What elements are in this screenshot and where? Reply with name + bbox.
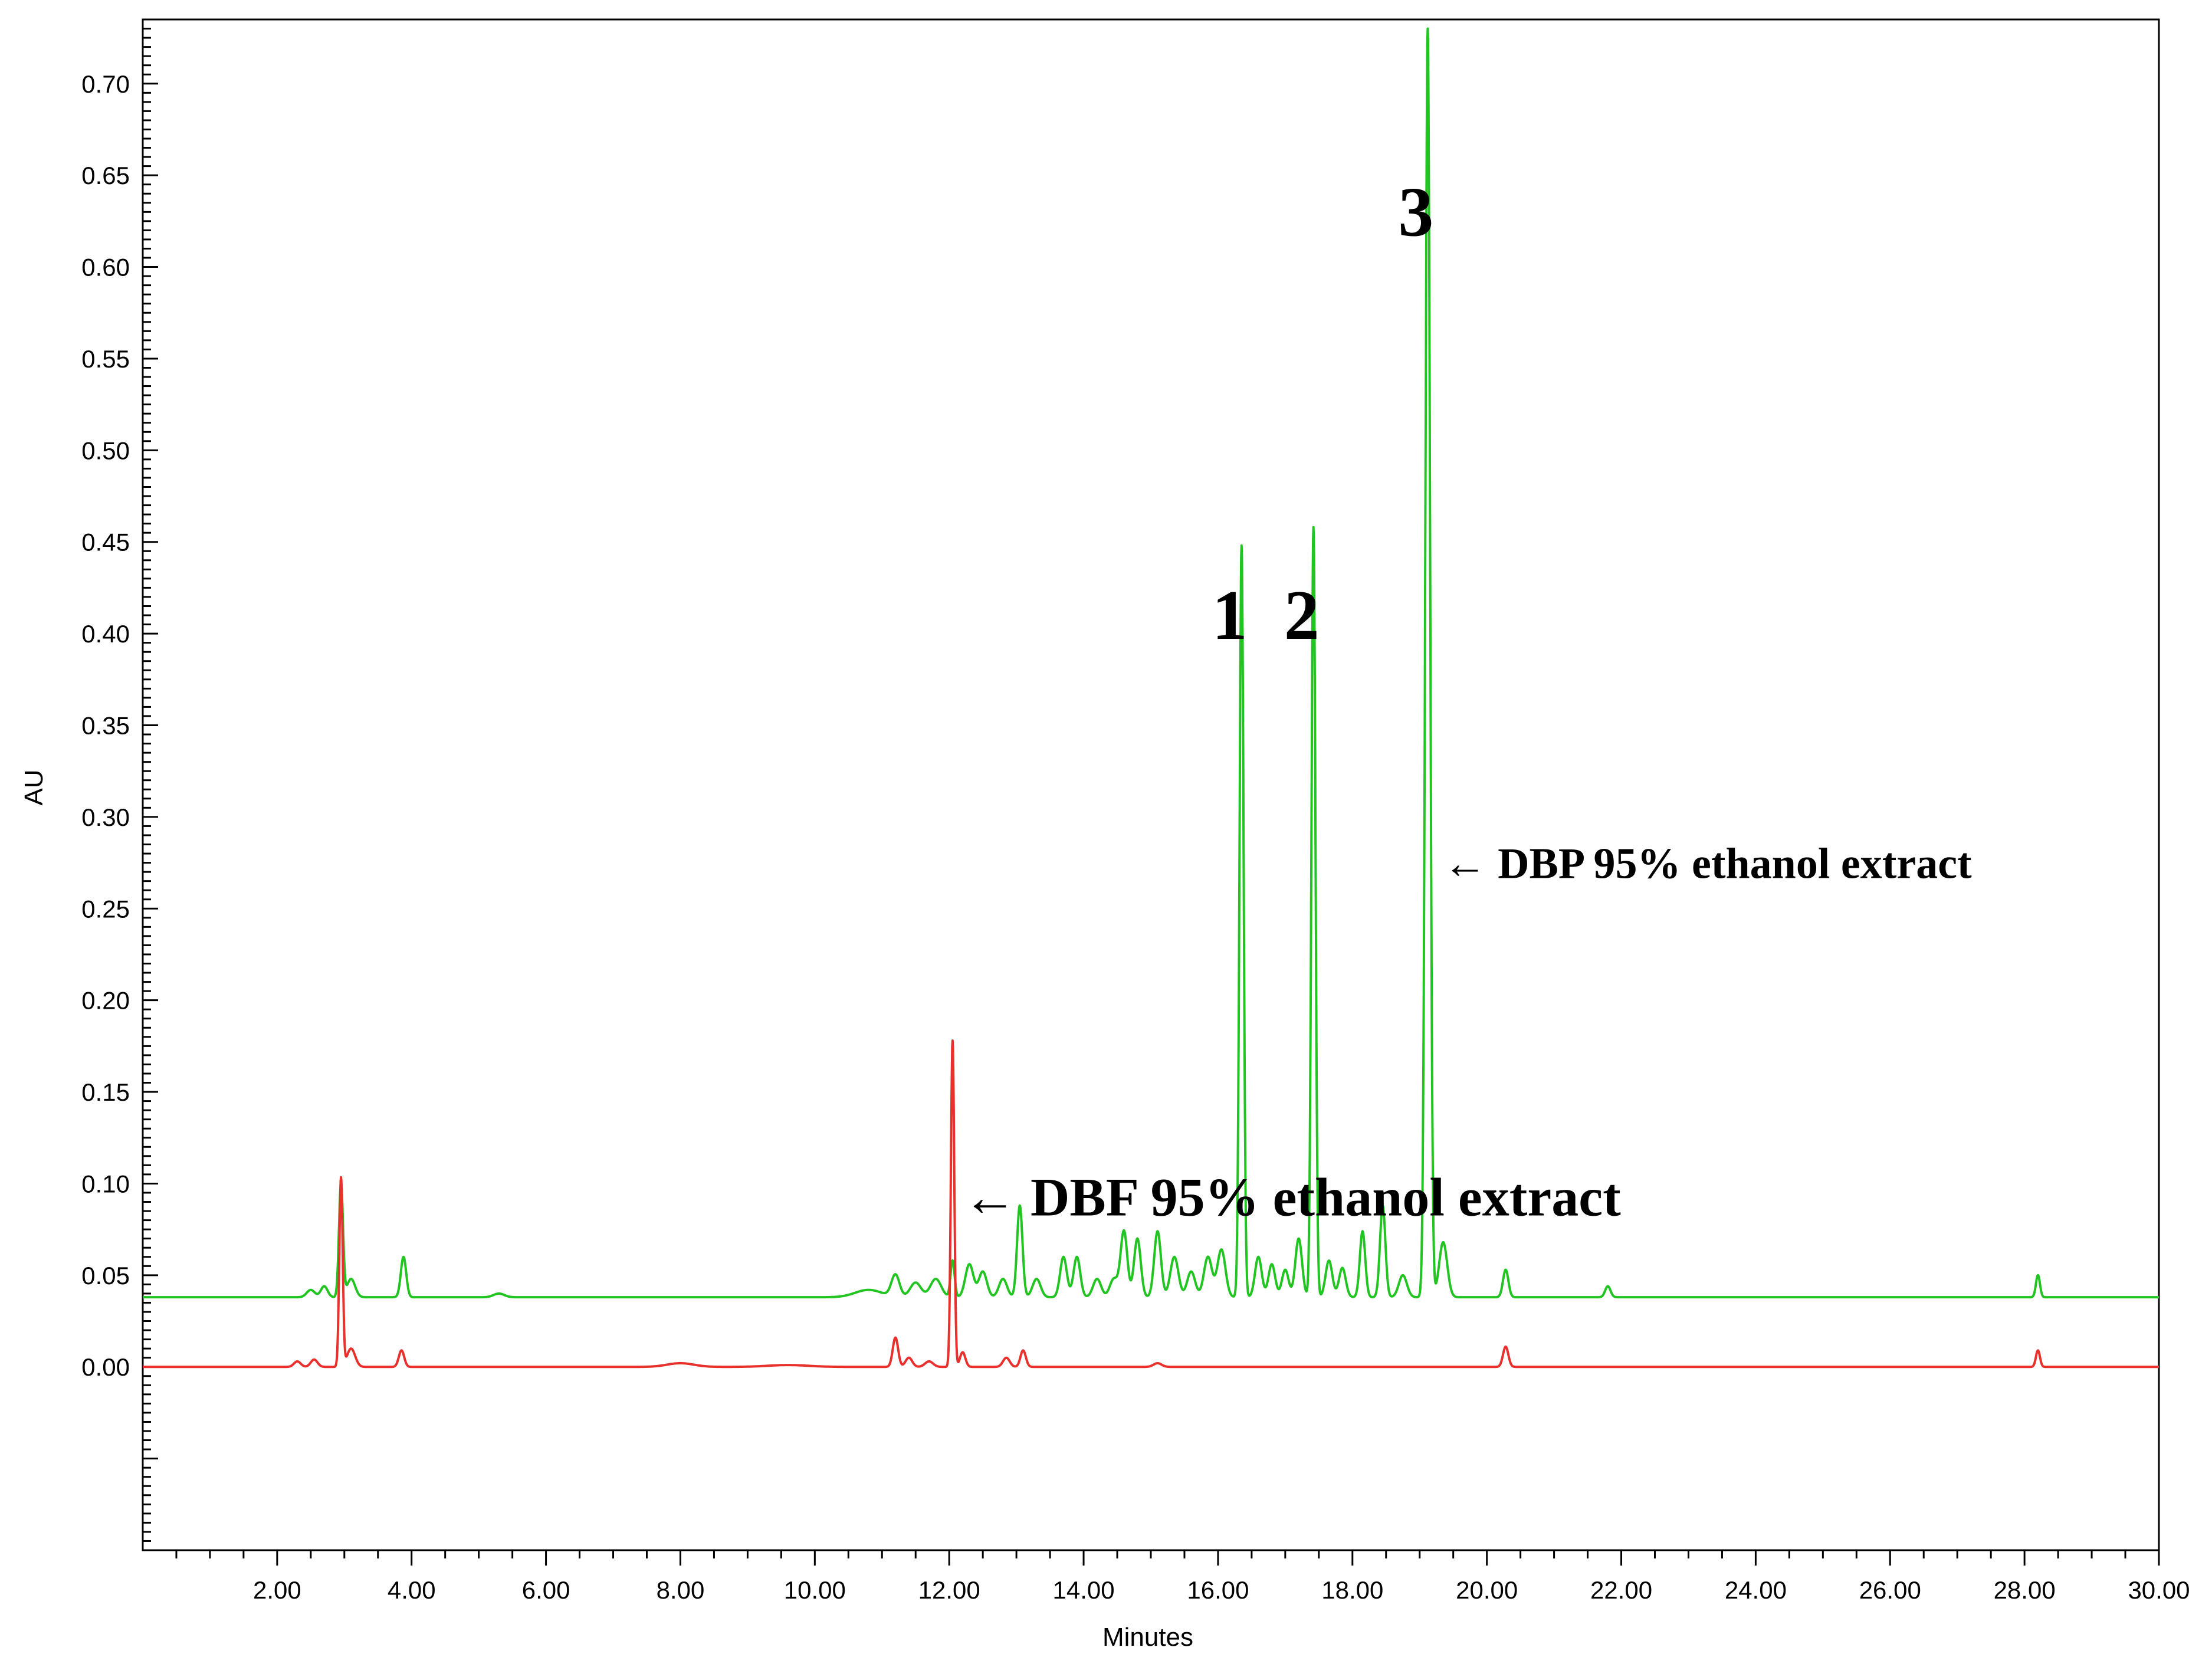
x-tick-label: 28.00 bbox=[1994, 1576, 2056, 1604]
y-tick-label: 0.10 bbox=[81, 1170, 130, 1197]
peak-label-3: 3 bbox=[1398, 172, 1433, 251]
x-tick-label: 16.00 bbox=[1187, 1576, 1249, 1604]
peak-labels: 1 2 3 bbox=[1212, 172, 1434, 654]
x-tick-label: 24.00 bbox=[1725, 1576, 1787, 1604]
y-tick-label: 0.25 bbox=[81, 895, 130, 923]
x-tick-label: 30.00 bbox=[2128, 1576, 2190, 1604]
y-tick-label: 0.05 bbox=[81, 1262, 130, 1289]
x-tick-label: 18.00 bbox=[1321, 1576, 1383, 1604]
annotations: ← DBP 95% ethanol extract ← DBF 95% ethan… bbox=[963, 839, 1972, 1227]
plot-frame bbox=[142, 18, 2160, 1551]
x-tick-label: 2.00 bbox=[253, 1576, 301, 1604]
y-tick-label: 0.65 bbox=[81, 162, 130, 189]
x-tick-label: 4.00 bbox=[388, 1576, 436, 1604]
x-tick-label: 6.00 bbox=[522, 1576, 570, 1604]
y-tick-label: 0.40 bbox=[81, 620, 130, 648]
y-tick-label: 0.45 bbox=[81, 529, 130, 556]
y-tick-label: 0.70 bbox=[81, 70, 130, 98]
y-tick-label: 0.20 bbox=[81, 987, 130, 1015]
x-axis: 2.00 4.00 6.00 8.00 10.00 12.00 14.00 16.00 18.0… bbox=[175, 1550, 2190, 1604]
trace-dbp bbox=[142, 27, 2160, 1299]
y-tick-label: 0.60 bbox=[81, 254, 130, 281]
x-tick-label: 20.00 bbox=[1456, 1576, 1518, 1604]
annotation-0: ← DBP 95% ethanol extract bbox=[1443, 839, 1972, 888]
x-tick-label: 26.00 bbox=[1859, 1576, 1921, 1604]
y-tick-label: 0.55 bbox=[81, 345, 130, 373]
y-tick-label: 0.15 bbox=[81, 1078, 130, 1106]
x-tick-label: 12.00 bbox=[918, 1576, 980, 1604]
annotation-1: ← DBF 95% ethanol extract bbox=[963, 1167, 1621, 1227]
x-tick-label: 8.00 bbox=[657, 1576, 705, 1604]
peak-label-2: 2 bbox=[1284, 576, 1320, 654]
y-axis-title: AU bbox=[19, 769, 48, 805]
y-axis: 0.00 0.05 0.10 0.15 0.20 0.25 0.30 0.35 0.40 0.45… bbox=[81, 28, 158, 1551]
x-tick-label: 22.00 bbox=[1590, 1576, 1652, 1604]
trace-dbf bbox=[142, 1039, 2160, 1369]
y-tick-label: 0.30 bbox=[81, 803, 130, 831]
x-axis-title: Minutes bbox=[1102, 1623, 1193, 1652]
traces bbox=[142, 27, 2160, 1369]
x-tick-label: 14.00 bbox=[1053, 1576, 1115, 1604]
y-tick-label: 0.50 bbox=[81, 437, 130, 464]
y-tick-label: 0.00 bbox=[81, 1353, 130, 1381]
peak-label-1: 1 bbox=[1212, 576, 1248, 654]
x-tick-label: 10.00 bbox=[784, 1576, 846, 1604]
y-tick-label: 0.35 bbox=[81, 711, 130, 739]
plot-border bbox=[142, 18, 2160, 1551]
